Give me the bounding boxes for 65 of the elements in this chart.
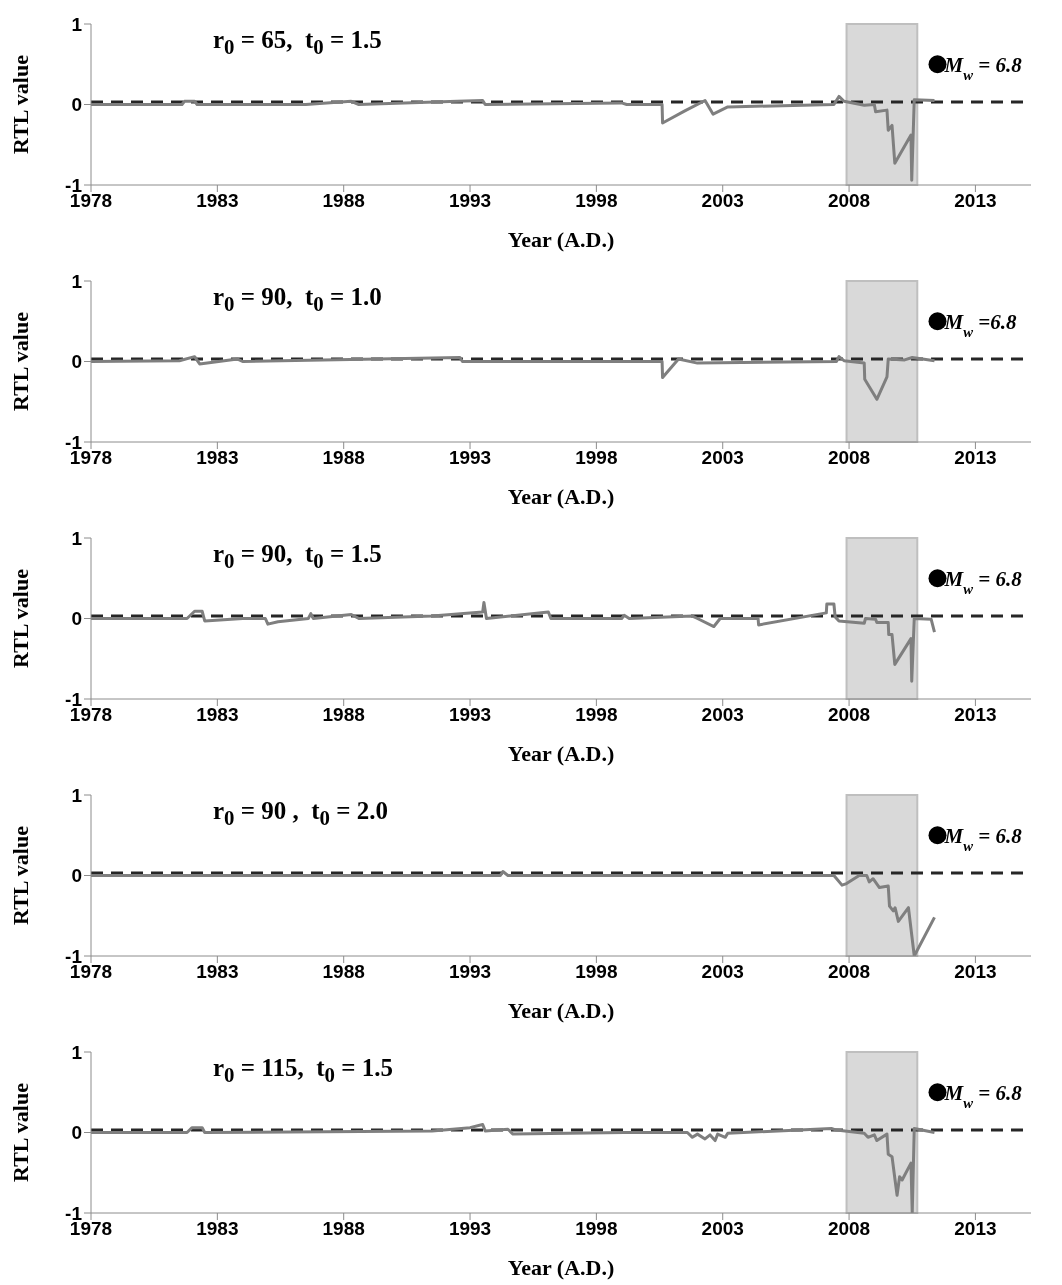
x-tick-label: 2013 [954, 1218, 997, 1240]
x-tick-label: 2003 [701, 190, 744, 212]
y-tick-label: 0 [71, 608, 82, 630]
x-tick-label: 2013 [954, 447, 997, 469]
x-tick-label: 2008 [827, 447, 871, 469]
x-tick-label: 2013 [954, 190, 997, 212]
chart-title: r$_{0}$ = 90, t$_{0}$ = 1.0 [213, 283, 382, 317]
x-tick-label: 2013 [954, 961, 997, 983]
y-axis-title: RTL value [7, 825, 33, 925]
x-tick-label: 1993 [448, 704, 492, 726]
x-axis-title: Year (A.D.) [507, 741, 615, 766]
chart-title: r$_{0}$ = 115, t$_{0}$ = 1.5 [213, 1054, 393, 1088]
x-tick-label: 1998 [575, 704, 618, 726]
x-tick-label: 2013 [954, 704, 997, 726]
y-tick-label: 1 [71, 13, 83, 35]
x-tick-label: 1988 [322, 1218, 365, 1240]
x-tick-label: 1993 [448, 190, 492, 212]
chart-title: r$_{0}$ = 90, t$_{0}$ = 1.5 [213, 540, 382, 574]
y-tick-label: 1 [71, 270, 83, 292]
y-axis-title: RTL value [7, 1082, 33, 1182]
x-axis-title: Year (A.D.) [507, 484, 615, 509]
x-tick-label: 2008 [827, 704, 871, 726]
x-tick-label: 1993 [448, 447, 492, 469]
x-tick-label: 1993 [448, 961, 492, 983]
x-tick-label: 1983 [196, 961, 239, 983]
x-tick-label: 2003 [701, 704, 744, 726]
x-tick-label: 1998 [575, 447, 618, 469]
x-tick-label: 1998 [575, 961, 618, 983]
line-series [91, 600, 936, 683]
x-tick-label: 2003 [701, 961, 744, 983]
y-axis-title: RTL value [7, 568, 33, 668]
y-tick-label: 0 [71, 351, 82, 373]
y-tick-label: 0 [71, 94, 82, 116]
y-tick-label: 1 [71, 527, 83, 549]
x-tick-label: 1988 [322, 961, 365, 983]
x-tick-label: 2003 [701, 1218, 744, 1240]
y-tick-label: 1 [71, 784, 83, 806]
x-tick-label: 2003 [701, 447, 744, 469]
x-axis-title: Year (A.D.) [507, 998, 615, 1023]
x-tick-label: 1998 [575, 1218, 618, 1240]
y-axis-title: RTL value [7, 54, 33, 154]
line-series [91, 1122, 936, 1213]
chart-title: r$_{0}$ = 65, t$_{0}$ = 1.5 [213, 26, 382, 60]
x-tick-label: 1993 [448, 1218, 492, 1240]
y-tick-label: 0 [71, 865, 82, 887]
y-axis-title: RTL value [7, 311, 33, 411]
x-tick-label: 2008 [827, 961, 871, 983]
line-series [91, 94, 936, 182]
x-tick-label: 1988 [322, 190, 365, 212]
x-tick-label: 1983 [196, 190, 239, 212]
x-tick-label: 2008 [827, 1218, 871, 1240]
x-tick-label: 1998 [575, 190, 618, 212]
line-series [91, 869, 936, 956]
x-axis-title: Year (A.D.) [507, 1255, 615, 1280]
x-tick-label: 1983 [196, 1218, 239, 1240]
x-tick-label: 1988 [322, 704, 365, 726]
x-tick-label: 2008 [827, 190, 871, 212]
x-tick-label: 1988 [322, 447, 365, 469]
x-tick-label: 1983 [196, 447, 239, 469]
x-axis-title: Year (A.D.) [507, 227, 615, 252]
line-series [91, 355, 936, 401]
chart-title: r$_{0}$ = 90 , t$_{0}$ = 2.0 [213, 797, 389, 831]
y-tick-label: 1 [71, 1041, 83, 1063]
x-tick-label: 1983 [196, 704, 239, 726]
y-tick-label: 0 [71, 1122, 82, 1144]
